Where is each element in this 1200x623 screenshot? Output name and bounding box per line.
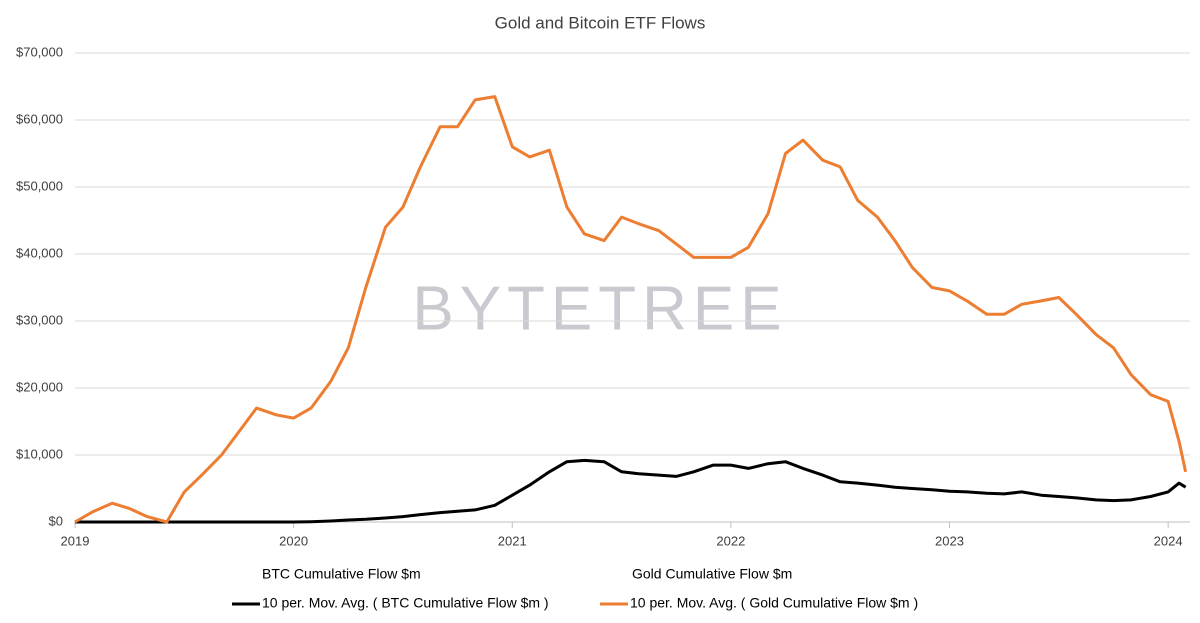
series-line: [74, 95, 1188, 524]
x-tick-label: 2021: [498, 533, 527, 548]
legend-label: Gold Cumulative Flow $m: [632, 566, 792, 582]
y-tick-label: $20,000: [16, 379, 63, 394]
x-tick-label: 2019: [61, 533, 90, 548]
y-tick-label: $40,000: [16, 245, 63, 260]
y-tick-label: $70,000: [16, 44, 63, 59]
y-tick-label: $30,000: [16, 312, 63, 327]
y-tick-label: $0: [49, 513, 63, 528]
watermark: BYTETREE: [412, 274, 787, 343]
chart-title: Gold and Bitcoin ETF Flows: [495, 13, 706, 32]
legend-label: BTC Cumulative Flow $m: [262, 566, 421, 582]
series-line: [75, 458, 1187, 524]
x-tick-label: 2022: [716, 533, 745, 548]
x-tick-label: 2020: [279, 533, 308, 548]
y-tick-label: $10,000: [16, 446, 63, 461]
x-tick-label: 2024: [1154, 533, 1183, 548]
y-tick-label: $60,000: [16, 111, 63, 126]
x-tick-label: 2023: [935, 533, 964, 548]
legend-label: 10 per. Mov. Avg. ( Gold Cumulative Flow…: [630, 595, 918, 611]
y-tick-label: $50,000: [16, 178, 63, 193]
legend-label: 10 per. Mov. Avg. ( BTC Cumulative Flow …: [262, 595, 549, 611]
